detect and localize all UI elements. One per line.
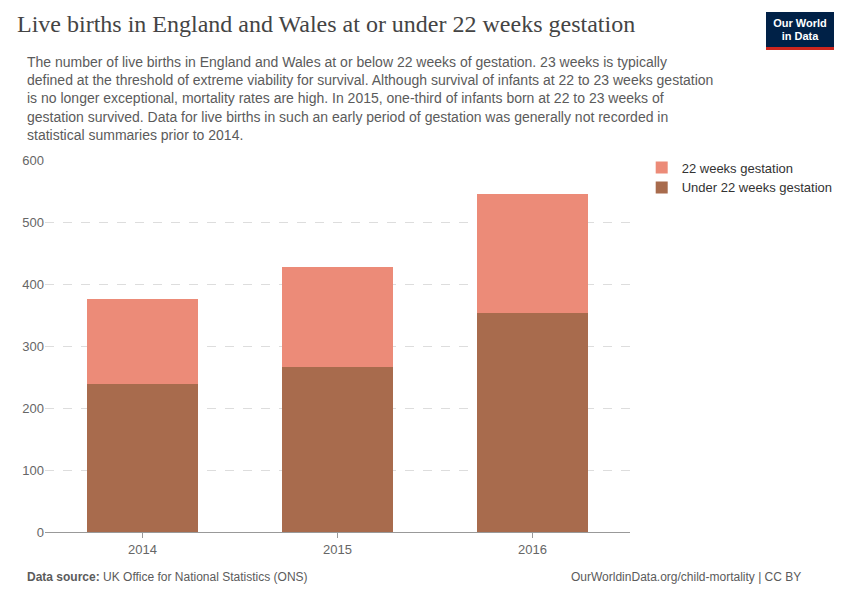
svg-text:600: 600 bbox=[22, 153, 44, 168]
svg-text:2015: 2015 bbox=[323, 542, 352, 557]
svg-text:The number of live births in E: The number of live births in England and… bbox=[27, 54, 713, 143]
svg-text:Under 22 weeks gestation: Under 22 weeks gestation bbox=[682, 180, 832, 195]
svg-text:Data source: UK Office for Nat: Data source: UK Office for National Stat… bbox=[27, 570, 308, 584]
svg-text:OurWorldinData.org/child-morta: OurWorldinData.org/child-mortality | CC … bbox=[571, 570, 801, 584]
svg-text:0: 0 bbox=[37, 525, 44, 540]
svg-text:200: 200 bbox=[22, 401, 44, 416]
svg-text:Live births in England and Wal: Live births in England and Wales at or u… bbox=[17, 11, 635, 37]
svg-text:400: 400 bbox=[22, 277, 44, 292]
svg-text:300: 300 bbox=[22, 339, 44, 354]
svg-text:100: 100 bbox=[22, 463, 44, 478]
svg-text:500: 500 bbox=[22, 215, 44, 230]
svg-text:2014: 2014 bbox=[128, 542, 157, 557]
svg-text:22 weeks gestation: 22 weeks gestation bbox=[682, 161, 793, 176]
svg-text:2016: 2016 bbox=[518, 542, 547, 557]
